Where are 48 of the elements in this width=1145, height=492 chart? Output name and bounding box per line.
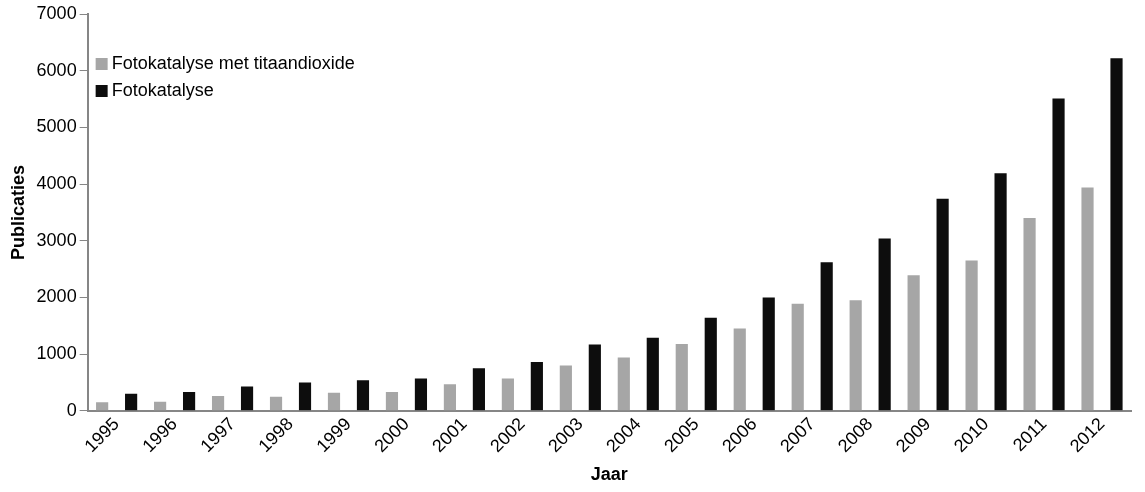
bar	[675, 343, 688, 411]
bar	[849, 300, 862, 411]
legend-label: Fotokatalyse	[111, 79, 214, 100]
bar	[965, 260, 978, 411]
bar	[820, 262, 833, 411]
bar	[994, 173, 1007, 411]
bar	[646, 337, 659, 411]
y-tick-label: 5000	[36, 116, 77, 137]
bar	[472, 368, 485, 411]
bar	[1023, 218, 1036, 411]
bar	[154, 401, 167, 411]
bar	[907, 275, 920, 411]
bar	[878, 238, 891, 411]
y-tick-label: 7000	[36, 2, 77, 23]
bar	[733, 328, 746, 411]
bar	[1081, 187, 1094, 411]
bar	[1052, 98, 1065, 411]
bar	[385, 392, 399, 411]
bar	[240, 386, 254, 411]
bar	[96, 402, 109, 411]
bar	[414, 378, 428, 411]
y-tick-label: 6000	[36, 59, 77, 80]
bar	[530, 362, 543, 411]
bar	[936, 198, 949, 411]
bar	[704, 317, 717, 411]
y-axis-title: Publicaties	[7, 164, 28, 260]
legend-label: Fotokatalyse met titaandioxide	[111, 52, 355, 73]
bar	[298, 382, 312, 411]
bar	[211, 396, 225, 411]
bar	[269, 396, 283, 411]
y-tick-label: 4000	[36, 173, 77, 194]
bar	[356, 380, 370, 411]
bar	[559, 365, 572, 411]
y-tick-label: 1000	[36, 343, 77, 364]
bar	[125, 393, 138, 411]
bar	[791, 303, 804, 411]
bar	[588, 344, 601, 411]
bar	[327, 392, 341, 411]
bar	[443, 384, 457, 411]
y-tick-label: 0	[66, 399, 77, 420]
y-tick-label: 2000	[36, 286, 77, 307]
bar	[762, 297, 775, 411]
bar	[1110, 58, 1123, 411]
bar	[617, 357, 630, 411]
bar	[182, 392, 196, 411]
y-tick-label: 3000	[36, 229, 77, 250]
bar	[501, 378, 514, 411]
x-axis-title: Jaar	[590, 464, 628, 485]
